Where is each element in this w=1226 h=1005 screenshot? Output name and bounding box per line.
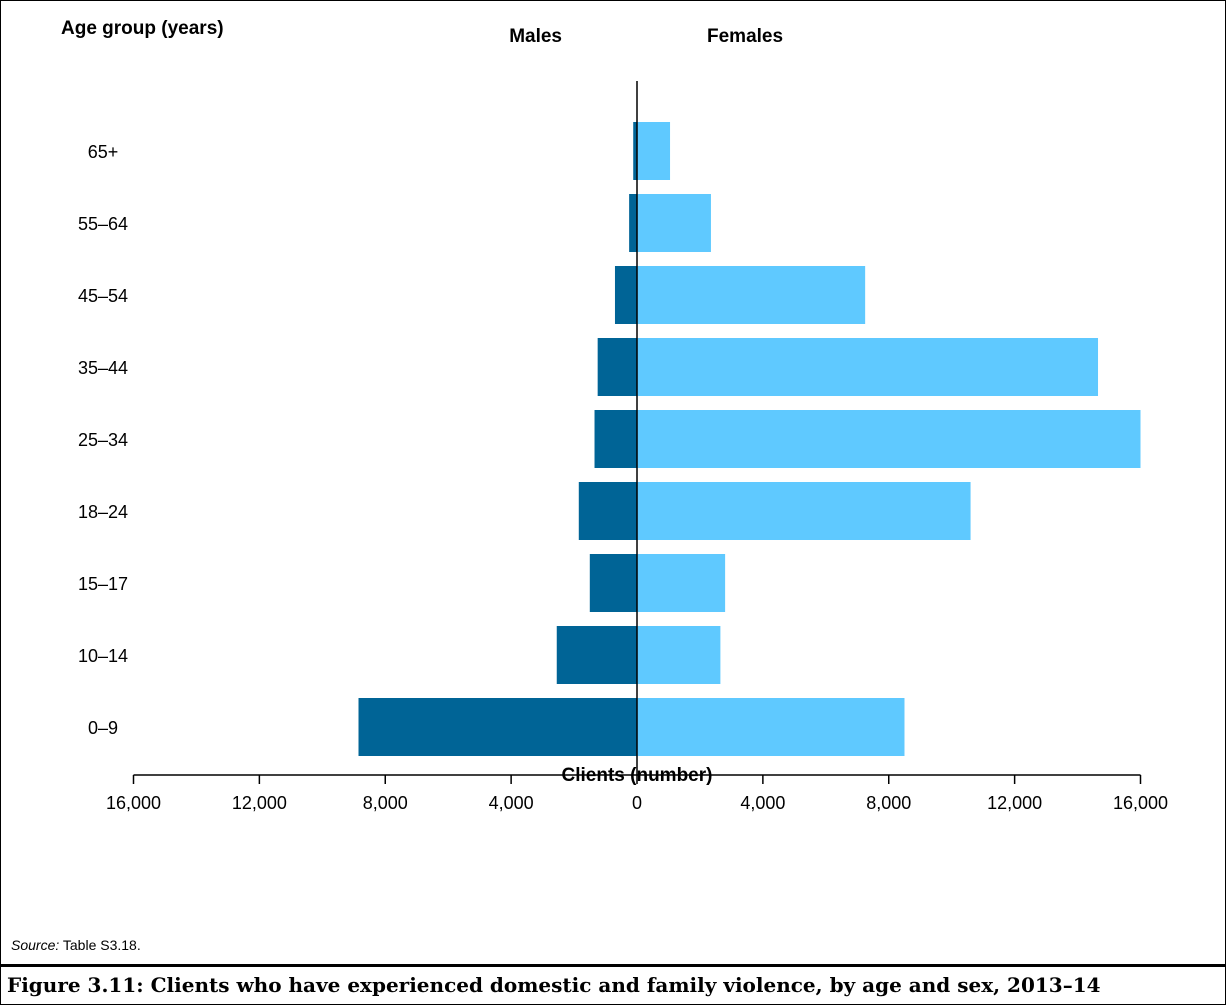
category-label-65plus: 65+ [88, 142, 119, 162]
category-label-18-24: 18–24 [78, 502, 128, 522]
bars-group [358, 122, 1141, 756]
category-label-45-54: 45–54 [78, 286, 128, 306]
bar-males-65plus [633, 122, 637, 180]
x-tick-label: 8,000 [363, 793, 408, 813]
bar-males-55-64 [629, 194, 637, 252]
bar-males-18-24 [578, 482, 637, 540]
bar-males-35-44 [597, 338, 637, 396]
x-tick-label: 4,000 [740, 793, 785, 813]
bar-females-55-64 [637, 194, 711, 252]
x-axis-title: Clients (number) [562, 765, 713, 786]
bar-males-15-17 [589, 554, 637, 612]
x-tick-label: 8,000 [866, 793, 911, 813]
x-tick-label: 12,000 [987, 793, 1042, 813]
x-tick-label: 16,000 [1113, 793, 1168, 813]
source-note: Source: Table S3.18. [11, 937, 141, 953]
category-label-15-17: 15–17 [78, 574, 128, 594]
figure-caption: Figure 3.11: Clients who have experience… [1, 964, 1225, 997]
bar-females-35-44 [637, 338, 1099, 396]
category-label-0-9: 0–9 [88, 718, 118, 738]
x-tick-label: 0 [632, 793, 642, 813]
chart: Age group (years) Males Females 0–9 10–14… [61, 18, 1168, 813]
bar-females-65plus [637, 122, 671, 180]
bar-females-0-9 [637, 698, 905, 756]
bar-females-25-34 [637, 410, 1141, 468]
category-label-35-44: 35–44 [78, 358, 128, 378]
bar-males-0-9 [358, 698, 637, 756]
bar-females-10-14 [637, 626, 721, 684]
category-label-10-14: 10–14 [78, 646, 128, 666]
bar-females-15-17 [637, 554, 726, 612]
source-text: Table S3.18. [59, 937, 141, 953]
y-axis-title: Age group (years) [61, 18, 224, 39]
x-ticks: 16,000 12,000 8,000 4,000 0 4,000 8,000 12,000 1… [106, 775, 1168, 813]
category-labels: 0–9 10–14 15–17 18–24 25–34 35–44 45–54 55–64 65… [78, 142, 128, 738]
bar-females-45-54 [637, 266, 866, 324]
x-tick-label: 4,000 [489, 793, 534, 813]
bar-males-25-34 [594, 410, 637, 468]
category-label-25-34: 25–34 [78, 430, 128, 450]
source-label: Source: [11, 937, 60, 953]
series-label-males: Males [509, 26, 562, 47]
x-tick-label: 12,000 [232, 793, 287, 813]
x-tick-label: 16,000 [106, 793, 161, 813]
bar-females-18-24 [637, 482, 971, 540]
bar-males-10-14 [556, 626, 637, 684]
category-label-55-64: 55–64 [78, 214, 128, 234]
bar-males-45-54 [614, 266, 637, 324]
series-label-females: Females [707, 26, 783, 47]
